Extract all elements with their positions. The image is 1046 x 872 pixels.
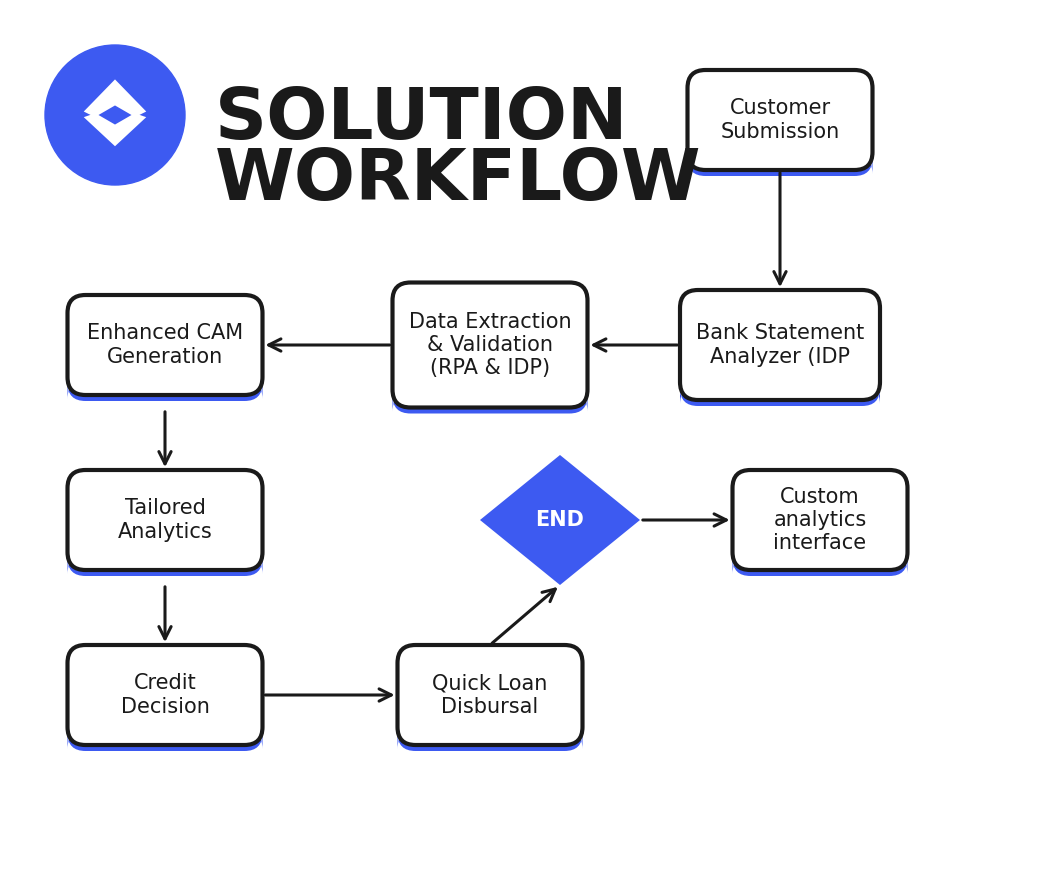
- Text: Data Extraction
& Validation
(RPA & IDP): Data Extraction & Validation (RPA & IDP): [409, 312, 571, 378]
- FancyBboxPatch shape: [68, 295, 263, 395]
- FancyBboxPatch shape: [397, 731, 583, 751]
- Text: SOLUTION: SOLUTION: [215, 85, 629, 154]
- Polygon shape: [98, 106, 132, 125]
- FancyBboxPatch shape: [68, 556, 263, 576]
- Text: Credit
Decision: Credit Decision: [120, 673, 209, 717]
- FancyBboxPatch shape: [68, 381, 263, 401]
- Text: Bank Statement
Analyzer (IDP: Bank Statement Analyzer (IDP: [696, 324, 864, 366]
- FancyBboxPatch shape: [680, 386, 880, 406]
- Polygon shape: [84, 79, 146, 127]
- Polygon shape: [84, 106, 146, 146]
- FancyBboxPatch shape: [68, 645, 263, 745]
- Text: Tailored
Analytics: Tailored Analytics: [117, 499, 212, 542]
- FancyBboxPatch shape: [68, 731, 263, 751]
- Circle shape: [45, 45, 185, 185]
- Polygon shape: [480, 455, 640, 585]
- FancyBboxPatch shape: [732, 556, 908, 576]
- Text: END: END: [536, 510, 585, 530]
- FancyBboxPatch shape: [392, 393, 588, 413]
- Text: Enhanced CAM
Generation: Enhanced CAM Generation: [87, 324, 243, 366]
- FancyBboxPatch shape: [392, 283, 588, 407]
- FancyBboxPatch shape: [680, 290, 880, 400]
- Text: Customer
Submission: Customer Submission: [721, 99, 840, 141]
- Text: WORKFLOW: WORKFLOW: [215, 146, 702, 215]
- Text: Custom
analytics
interface: Custom analytics interface: [773, 487, 867, 553]
- FancyBboxPatch shape: [687, 156, 872, 176]
- FancyBboxPatch shape: [732, 470, 908, 570]
- FancyBboxPatch shape: [68, 470, 263, 570]
- Text: Quick Loan
Disbursal: Quick Loan Disbursal: [432, 673, 548, 717]
- FancyBboxPatch shape: [687, 70, 872, 170]
- FancyBboxPatch shape: [397, 645, 583, 745]
